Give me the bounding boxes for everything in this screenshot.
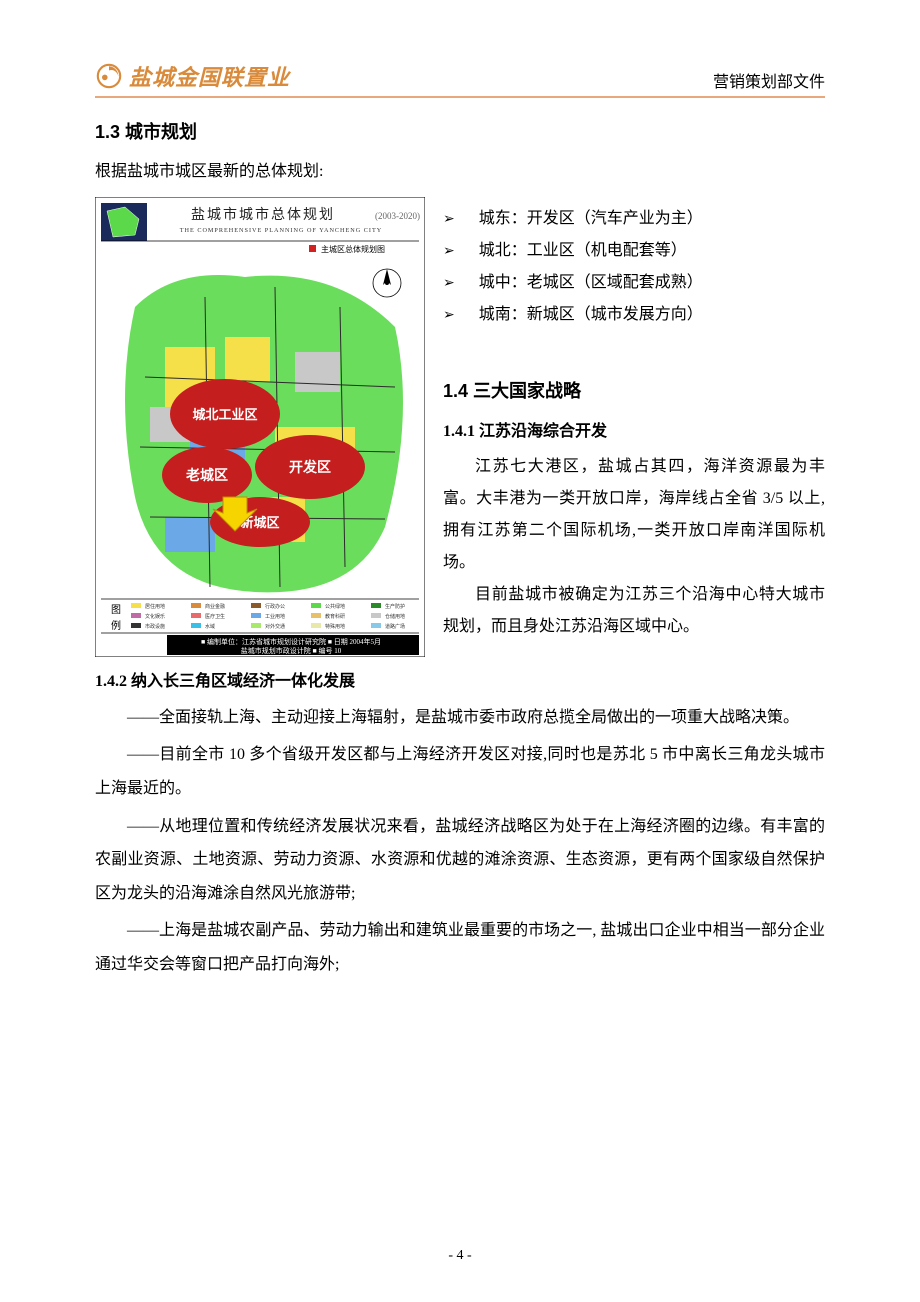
page-header: 盐城金国联置业 营销策划部文件: [95, 60, 825, 98]
svg-text:道路广场: 道路广场: [385, 623, 405, 630]
dash-para: ——从地理位置和传统经济发展状况来看，盐城经济战略区为处于在上海经济圈的边缘。有…: [95, 810, 825, 911]
para-1-4-1-a: 江苏七大港区，盐城占其四，海洋资源最为丰富。大丰港为一类开放口岸，海岸线占全省 …: [443, 451, 825, 579]
heading-1-4: 1.4 三大国家战略: [443, 377, 825, 403]
map-title-en: THE COMPREHENSIVE PLANNING OF YANCHENG C…: [180, 227, 382, 234]
zone-bullet-list: 城东：开发区（汽车产业为主） 城北：工业区（机电配套等） 城中：老城区（区域配套…: [443, 203, 825, 331]
dash-para: ——上海是盐城农副产品、劳动力输出和建筑业最重要的市场之一, 盐城出口企业中相当…: [95, 914, 825, 981]
dash-para: ——全面接轨上海、主动迎接上海辐射，是盐城市委市政府总揽全局做出的一项重大战略决…: [95, 701, 825, 735]
svg-text:例: 例: [111, 619, 121, 632]
zone-bullet: 城北：工业区（机电配套等）: [443, 235, 825, 267]
company-logo-icon: [95, 62, 123, 90]
zone-bullet: 城南：新城区（城市发展方向）: [443, 299, 825, 331]
svg-text:图: 图: [111, 604, 121, 616]
heading-1-4-2: 1.4.2 纳入长三角区域经济一体化发展: [95, 667, 825, 691]
heading-1-4-1: 1.4.1 江苏沿海综合开发: [443, 417, 825, 441]
map-title-cn: 盐城市城市总体规划: [191, 206, 335, 223]
svg-text:生产防护: 生产防护: [385, 603, 405, 610]
svg-text:商业金融: 商业金融: [205, 603, 225, 610]
intro-1-3: 根据盐城市城区最新的总体规划:: [95, 158, 825, 187]
svg-text:(2003-2020): (2003-2020): [375, 211, 420, 221]
company-name: 盐城金国联置业: [129, 60, 290, 92]
zone-bullet: 城东：开发区（汽车产业为主）: [443, 203, 825, 235]
map-footer-1: ■ 编制单位：江苏省城市规划设计研究院 ■ 日期 2004年5月: [201, 637, 381, 646]
map-footer-2: 盐城市规划市政设计院 ■ 编号 10: [241, 646, 342, 655]
planning-map-svg: 盐城市城市总体规划 (2003-2020) THE COMPREHENSIVE …: [95, 197, 425, 657]
page-number: - 4 -: [0, 1248, 920, 1264]
svg-text:仓储用地: 仓储用地: [385, 613, 405, 620]
dash-para: ——目前全市 10 多个省级开发区都与上海经济开发区对接,同时也是苏北 5 市中…: [95, 738, 825, 805]
planning-map-figure: 盐城市城市总体规划 (2003-2020) THE COMPREHENSIVE …: [95, 197, 425, 657]
svg-text:居住用地: 居住用地: [145, 603, 165, 610]
svg-text:行政办公: 行政办公: [265, 603, 285, 610]
svg-text:文化娱乐: 文化娱乐: [145, 613, 165, 620]
svg-text:水域: 水域: [205, 623, 215, 630]
svg-text:城北工业区: 城北工业区: [192, 407, 257, 422]
svg-text:医疗卫生: 医疗卫生: [205, 613, 225, 620]
svg-text:教育科研: 教育科研: [325, 613, 345, 620]
svg-text:市政设施: 市政设施: [145, 623, 165, 630]
svg-text:公共绿地: 公共绿地: [325, 603, 345, 610]
svg-text:工业用地: 工业用地: [265, 613, 285, 620]
svg-text:开发区: 开发区: [289, 459, 331, 476]
logo-area: 盐城金国联置业: [95, 60, 290, 92]
map-and-list-block: 盐城市城市总体规划 (2003-2020) THE COMPREHENSIVE …: [95, 197, 825, 657]
svg-text:老城区: 老城区: [186, 467, 228, 484]
svg-text:对外交通: 对外交通: [265, 623, 285, 630]
para-1-4-1-b: 目前盐城市被确定为江苏三个沿海中心特大城市规划，而且身处江苏沿海区域中心。: [443, 579, 825, 643]
zone-bullet: 城中：老城区（区域配套成熟）: [443, 267, 825, 299]
heading-1-3: 1.3 城市规划: [95, 118, 825, 144]
map-legend-label: 主城区总体规划图: [321, 244, 385, 254]
doc-type-label: 营销策划部文件: [713, 68, 825, 92]
svg-text:特殊用地: 特殊用地: [325, 623, 345, 630]
right-column: 城东：开发区（汽车产业为主） 城北：工业区（机电配套等） 城中：老城区（区域配套…: [443, 197, 825, 657]
